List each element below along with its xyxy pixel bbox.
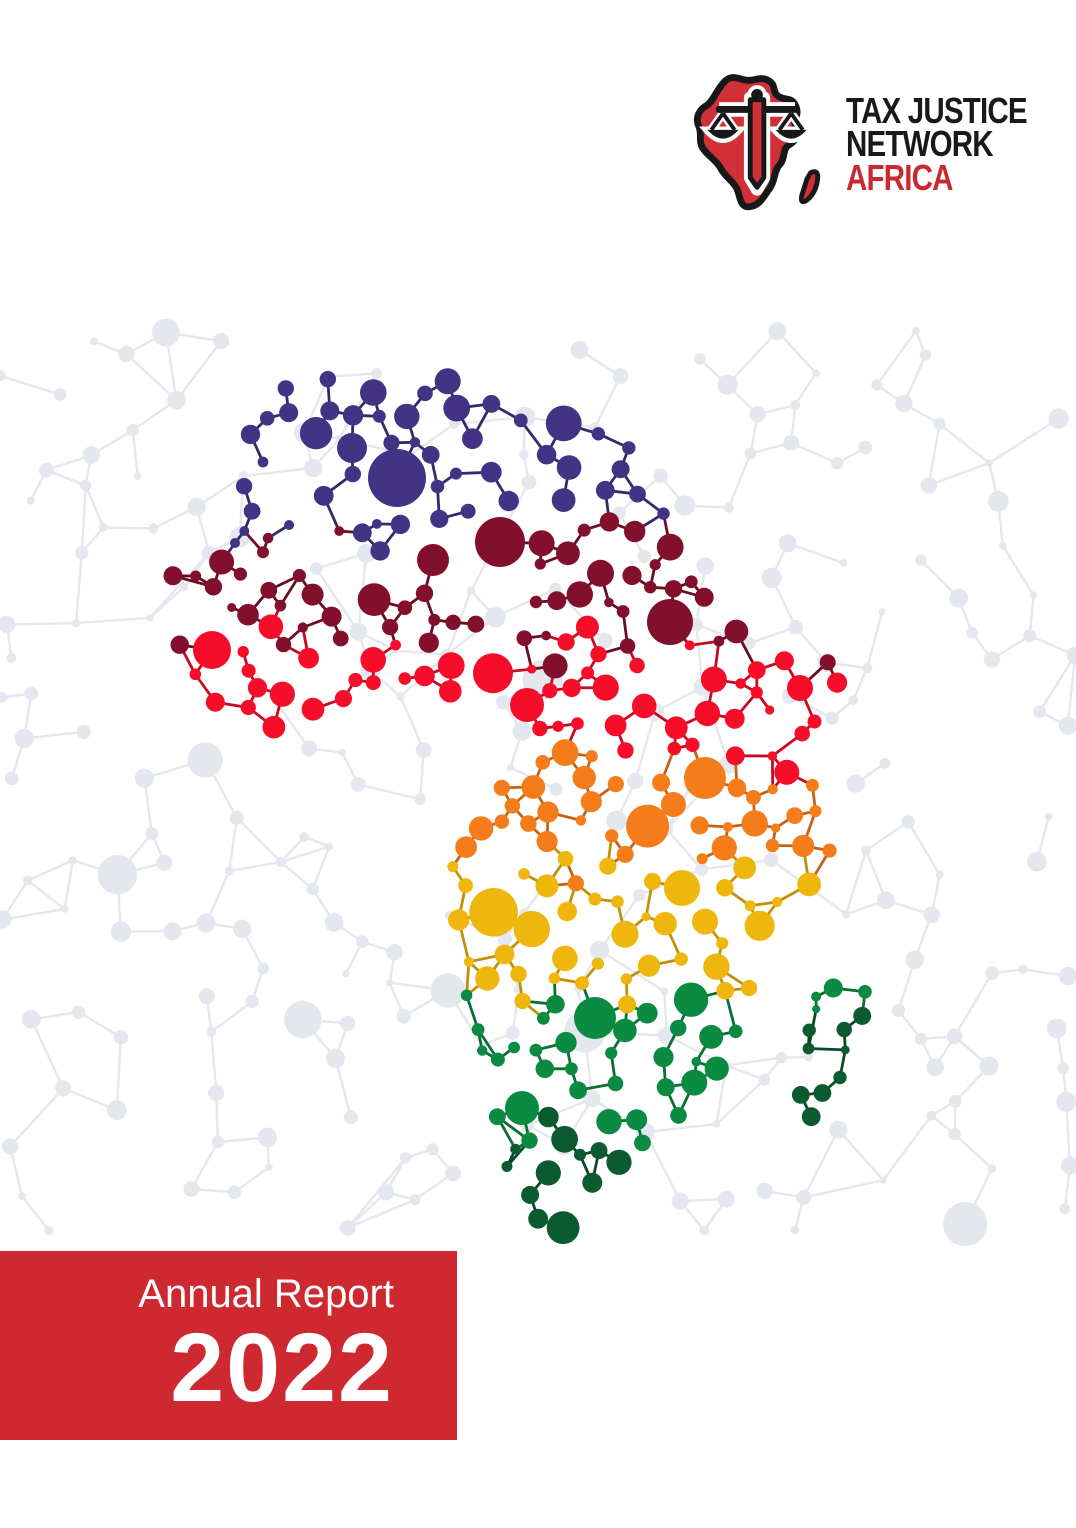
- logo-line-tax-justice: TAX JUSTICE: [846, 90, 1028, 132]
- colored-africa-layer: [163, 368, 872, 1245]
- africa-scales-icon: [693, 74, 821, 211]
- banner-year: 2022: [170, 1313, 394, 1422]
- logo: TAX JUSTICE NETWORK AFRICA: [686, 68, 1066, 220]
- banner-title: Annual Report: [138, 1272, 394, 1316]
- annual-report-banner: Annual Report 2022: [0, 1251, 457, 1440]
- logo-line-network: NETWORK: [846, 123, 994, 165]
- logo-wordmark: TAX JUSTICE NETWORK AFRICA: [846, 90, 1028, 198]
- logo-line-africa: AFRICA: [846, 156, 953, 198]
